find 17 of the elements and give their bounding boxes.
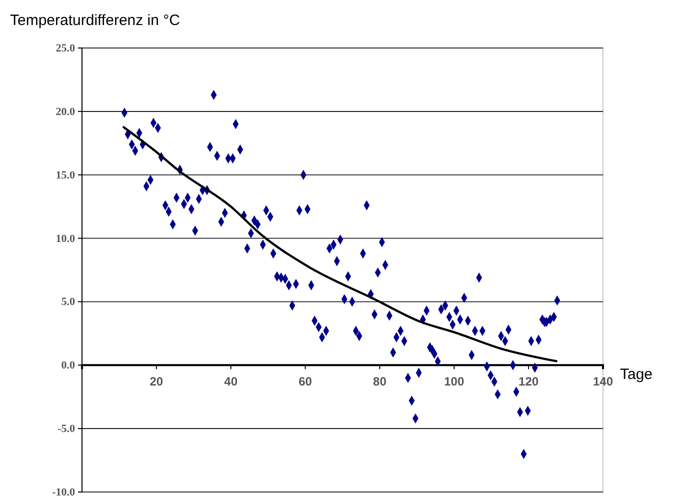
- y-tick-label: -5.0: [58, 423, 76, 436]
- x-tick-label: 40: [224, 374, 238, 389]
- y-axis-title: Temperaturdifferenz in °C: [10, 12, 180, 29]
- y-tick-label: 25.0: [56, 42, 76, 55]
- x-tick-label: 20: [150, 374, 164, 389]
- x-tick-label: 60: [298, 374, 312, 389]
- x-tick-label: 80: [373, 374, 387, 389]
- y-tick-label: 20.0: [56, 106, 76, 118]
- x-axis-title: Tage: [620, 366, 653, 384]
- y-tick-label: 0.0: [61, 360, 76, 372]
- x-tick-label: 100: [444, 374, 464, 389]
- y-tick-label: 10.0: [56, 232, 76, 245]
- y-tick-label: -10.0: [52, 486, 76, 499]
- x-tick-label: 140: [592, 374, 614, 389]
- x-tick-label: 120: [518, 374, 539, 389]
- y-tick-label: 5.0: [61, 296, 76, 308]
- y-tick-label: 15.0: [56, 169, 76, 182]
